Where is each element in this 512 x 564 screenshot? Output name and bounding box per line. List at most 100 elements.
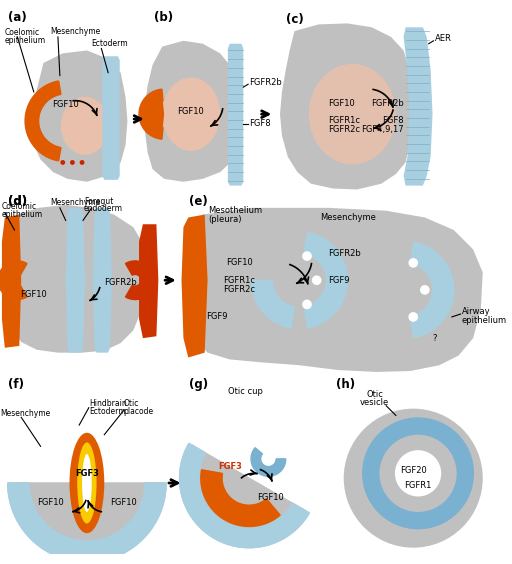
Polygon shape — [145, 95, 164, 134]
Text: FGFR2b: FGFR2b — [249, 78, 282, 87]
Polygon shape — [187, 208, 483, 372]
Text: Hindbrain: Hindbrain — [89, 399, 126, 408]
Polygon shape — [66, 208, 85, 352]
Ellipse shape — [82, 454, 92, 512]
Polygon shape — [139, 224, 158, 338]
Text: (e): (e) — [189, 195, 208, 208]
Polygon shape — [12, 483, 162, 488]
Circle shape — [420, 285, 430, 295]
Polygon shape — [180, 443, 309, 548]
Polygon shape — [0, 261, 27, 299]
Polygon shape — [228, 43, 243, 186]
Text: FGF10: FGF10 — [52, 100, 79, 109]
Text: Mesenchyme: Mesenchyme — [50, 27, 100, 36]
Circle shape — [302, 299, 312, 309]
Text: FGFR2b: FGFR2b — [371, 99, 403, 108]
Ellipse shape — [344, 409, 483, 548]
Ellipse shape — [61, 97, 109, 155]
Text: Otic cup: Otic cup — [228, 387, 263, 396]
Polygon shape — [102, 56, 120, 180]
Polygon shape — [304, 233, 348, 328]
Polygon shape — [280, 24, 411, 190]
Text: Otic: Otic — [366, 390, 383, 399]
Circle shape — [60, 160, 65, 165]
Circle shape — [302, 252, 312, 261]
Text: (a): (a) — [8, 11, 27, 24]
Polygon shape — [251, 448, 286, 476]
Text: Coelomic: Coelomic — [5, 28, 40, 37]
Text: FGF10: FGF10 — [226, 258, 253, 267]
Polygon shape — [410, 243, 454, 337]
Text: FGF8: FGF8 — [382, 116, 403, 125]
Text: epithelium: epithelium — [461, 316, 507, 325]
Text: FGF20: FGF20 — [400, 466, 426, 475]
Polygon shape — [6, 205, 145, 352]
Text: placode: placode — [123, 407, 154, 416]
Polygon shape — [403, 27, 433, 186]
Text: FGF10: FGF10 — [110, 498, 137, 507]
Text: vesicle: vesicle — [360, 398, 389, 407]
Text: FGFR2b: FGFR2b — [328, 249, 361, 258]
Polygon shape — [125, 261, 155, 299]
Text: Ectoderm: Ectoderm — [92, 39, 129, 48]
Text: Foregut: Foregut — [84, 197, 113, 205]
Circle shape — [70, 160, 75, 165]
Text: FGF10: FGF10 — [177, 107, 204, 116]
Polygon shape — [8, 483, 166, 562]
Text: FGF9: FGF9 — [328, 276, 350, 285]
Circle shape — [409, 258, 418, 268]
Text: Mesenchyme: Mesenchyme — [319, 213, 375, 222]
Text: Mesenchyme: Mesenchyme — [0, 409, 50, 418]
Text: FGF8: FGF8 — [249, 120, 271, 129]
Text: (b): (b) — [155, 11, 174, 24]
Text: (d): (d) — [8, 195, 27, 208]
Text: FGF10: FGF10 — [328, 99, 355, 108]
Text: ?: ? — [432, 334, 437, 343]
Text: FGFR1: FGFR1 — [404, 482, 432, 490]
Polygon shape — [93, 208, 112, 352]
Text: FGF3: FGF3 — [218, 462, 242, 471]
Text: FGF10: FGF10 — [20, 290, 47, 299]
Polygon shape — [182, 214, 207, 358]
Text: Mesenchyme: Mesenchyme — [50, 199, 100, 208]
Ellipse shape — [395, 450, 441, 496]
Text: FGFR2c: FGFR2c — [223, 285, 255, 294]
Text: epithelium: epithelium — [5, 36, 46, 45]
Circle shape — [409, 312, 418, 321]
Text: Airway: Airway — [461, 307, 490, 316]
Ellipse shape — [162, 77, 220, 151]
Polygon shape — [145, 41, 241, 182]
Text: (pleura): (pleura) — [208, 215, 242, 224]
Text: Ectoderm: Ectoderm — [89, 407, 125, 416]
Ellipse shape — [379, 435, 457, 512]
Text: AER: AER — [435, 34, 452, 43]
Text: FGFR2c: FGFR2c — [328, 125, 360, 134]
Text: FGF3: FGF3 — [75, 469, 99, 478]
Text: (g): (g) — [189, 378, 208, 391]
Text: FGF4,9,17: FGF4,9,17 — [361, 125, 403, 134]
Text: FGF9: FGF9 — [206, 312, 228, 321]
Text: Otic: Otic — [123, 399, 139, 408]
Polygon shape — [139, 89, 163, 139]
Text: (f): (f) — [8, 378, 24, 391]
Text: FGFR1c: FGFR1c — [328, 116, 360, 125]
Polygon shape — [251, 280, 294, 328]
Polygon shape — [2, 214, 21, 348]
Polygon shape — [183, 446, 306, 544]
Text: (d): (d) — [8, 195, 27, 208]
Text: FGFR1c: FGFR1c — [223, 276, 255, 285]
Ellipse shape — [309, 64, 396, 164]
Text: FGFR2b: FGFR2b — [104, 277, 137, 287]
Text: endoderm: endoderm — [84, 204, 123, 213]
Polygon shape — [8, 483, 166, 562]
Polygon shape — [180, 443, 309, 548]
Polygon shape — [29, 50, 127, 182]
Polygon shape — [25, 81, 61, 161]
Circle shape — [312, 275, 322, 285]
Polygon shape — [201, 470, 280, 526]
Text: epithelium: epithelium — [2, 210, 43, 219]
Text: (h): (h) — [336, 378, 355, 391]
Ellipse shape — [362, 417, 474, 530]
Ellipse shape — [77, 442, 97, 523]
Text: Coelomic: Coelomic — [2, 202, 37, 212]
